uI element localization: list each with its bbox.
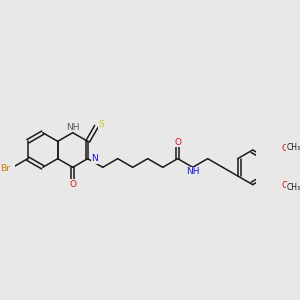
Text: S: S bbox=[99, 120, 104, 129]
Text: O: O bbox=[174, 138, 181, 147]
Text: CH₃: CH₃ bbox=[286, 143, 300, 152]
Text: NH: NH bbox=[66, 123, 80, 132]
Text: O: O bbox=[281, 181, 288, 190]
Text: Br: Br bbox=[1, 164, 10, 173]
Text: NH: NH bbox=[186, 167, 200, 176]
Text: CH₃: CH₃ bbox=[286, 183, 300, 192]
Text: O: O bbox=[281, 144, 288, 153]
Text: O: O bbox=[69, 180, 76, 189]
Text: N: N bbox=[92, 154, 98, 163]
